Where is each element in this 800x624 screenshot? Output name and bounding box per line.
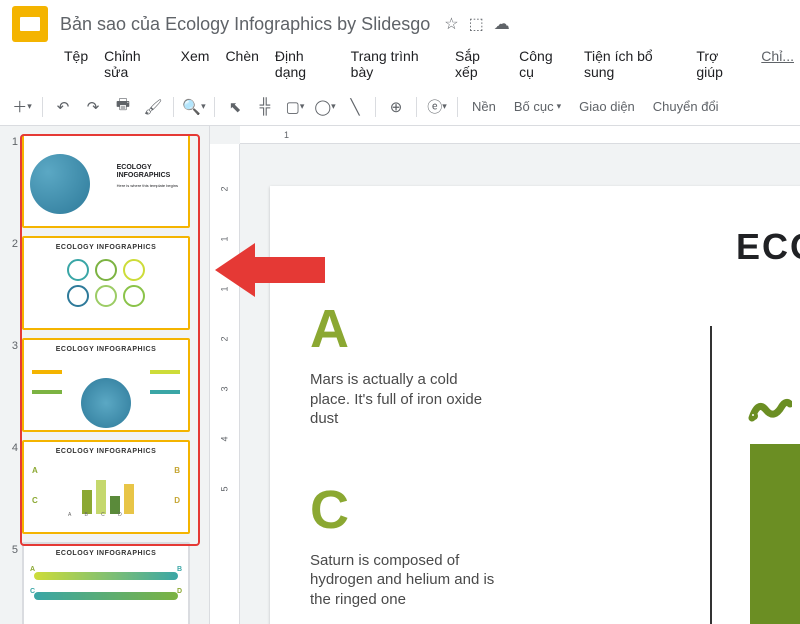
- comment-button[interactable]: ⊕: [382, 93, 410, 121]
- paint-format-button[interactable]: 🖌: [139, 93, 167, 121]
- slides-logo[interactable]: [12, 6, 48, 42]
- slide-thumb-3[interactable]: 3 ECOLOGY INFOGRAPHICS: [4, 338, 205, 432]
- zoom-button[interactable]: 🔍▾: [180, 93, 208, 121]
- star-icon[interactable]: ☆: [444, 14, 458, 34]
- chart-bar-a: [750, 444, 800, 624]
- menubar: Tệp Chỉnh sửa Xem Chèn Định dạng Trang t…: [0, 42, 800, 88]
- annotation-arrow: [215, 235, 325, 308]
- undo-button[interactable]: ↶: [49, 93, 77, 121]
- redo-button[interactable]: ↷: [79, 93, 107, 121]
- menu-arrange[interactable]: Sắp xếp: [449, 46, 509, 82]
- slide-title: ECOLOGY: [310, 226, 800, 268]
- transition-button[interactable]: Chuyển đổi: [645, 99, 727, 114]
- slide-thumb-1[interactable]: 1 ECOLOGYINFOGRAPHICSHere is where this …: [4, 134, 205, 228]
- worm-icon: [748, 390, 792, 436]
- slide-thumb-5[interactable]: 5 ECOLOGY INFOGRAPHICS A B C D: [4, 542, 205, 624]
- print-button[interactable]: 🖶: [109, 93, 137, 121]
- slide-thumb-4[interactable]: 4 ECOLOGY INFOGRAPHICS A C B D A B C D: [4, 440, 205, 534]
- menu-tools[interactable]: Công cụ: [513, 46, 574, 82]
- section-c-body: Saturn is composed of hydrogen and heliu…: [310, 551, 500, 610]
- menu-format[interactable]: Định dạng: [269, 46, 341, 82]
- layout-button[interactable]: Bố cục▾: [506, 99, 569, 114]
- menu-addons[interactable]: Tiện ích bổ sung: [578, 46, 686, 82]
- slide-canvas[interactable]: ECOLOGY A Mars is actually a cold place.…: [270, 186, 800, 624]
- main-area: 1 ECOLOGYINFOGRAPHICSHere is where this …: [0, 126, 800, 624]
- header: Bản sao của Ecology Infographics by Slid…: [0, 0, 800, 42]
- section-a-body: Mars is actually a cold place. It's full…: [310, 370, 500, 429]
- menu-edit[interactable]: Chỉnh sửa: [98, 46, 171, 82]
- line-tool[interactable]: ╲: [341, 93, 369, 121]
- menu-insert[interactable]: Chèn: [219, 46, 264, 82]
- link-button[interactable]: ⓔ▾: [423, 93, 451, 121]
- image-tool[interactable]: ▢▾: [281, 93, 309, 121]
- canvas-area: 1 2112345 ECOLOGY A Mars is actually a c…: [210, 126, 800, 624]
- move-icon[interactable]: ⬚: [469, 14, 484, 34]
- cloud-icon[interactable]: ☁: [494, 14, 510, 34]
- background-button[interactable]: Nền: [464, 99, 504, 114]
- document-title[interactable]: Bản sao của Ecology Infographics by Slid…: [60, 14, 430, 35]
- new-slide-button[interactable]: ＋▾: [8, 93, 36, 121]
- toolbar: ＋▾ ↶ ↷ 🖶 🖌 🔍▾ ⬉ ╬ ▢▾ ◯▾ ╲ ⊕ ⓔ▾ Nền Bố cụ…: [0, 88, 800, 126]
- slide-thumb-2[interactable]: 2 ECOLOGY INFOGRAPHICS: [4, 236, 205, 330]
- ruler-vertical: 2112345: [210, 144, 240, 624]
- menu-view[interactable]: Xem: [175, 46, 216, 82]
- menu-help[interactable]: Trợ giúp: [690, 46, 751, 82]
- shape-tool[interactable]: ◯▾: [311, 93, 339, 121]
- bar-chart: A: [710, 326, 800, 624]
- menu-last[interactable]: Chỉ...: [755, 46, 800, 82]
- theme-button[interactable]: Giao diện: [571, 99, 643, 114]
- menu-file[interactable]: Tệp: [58, 46, 94, 82]
- ruler-horizontal: 1: [240, 126, 800, 144]
- menu-slide[interactable]: Trang trình bày: [345, 46, 445, 82]
- textbox-tool[interactable]: ╬: [251, 93, 279, 121]
- select-tool[interactable]: ⬉: [221, 93, 249, 121]
- slide-panel: 1 ECOLOGYINFOGRAPHICSHere is where this …: [0, 126, 210, 624]
